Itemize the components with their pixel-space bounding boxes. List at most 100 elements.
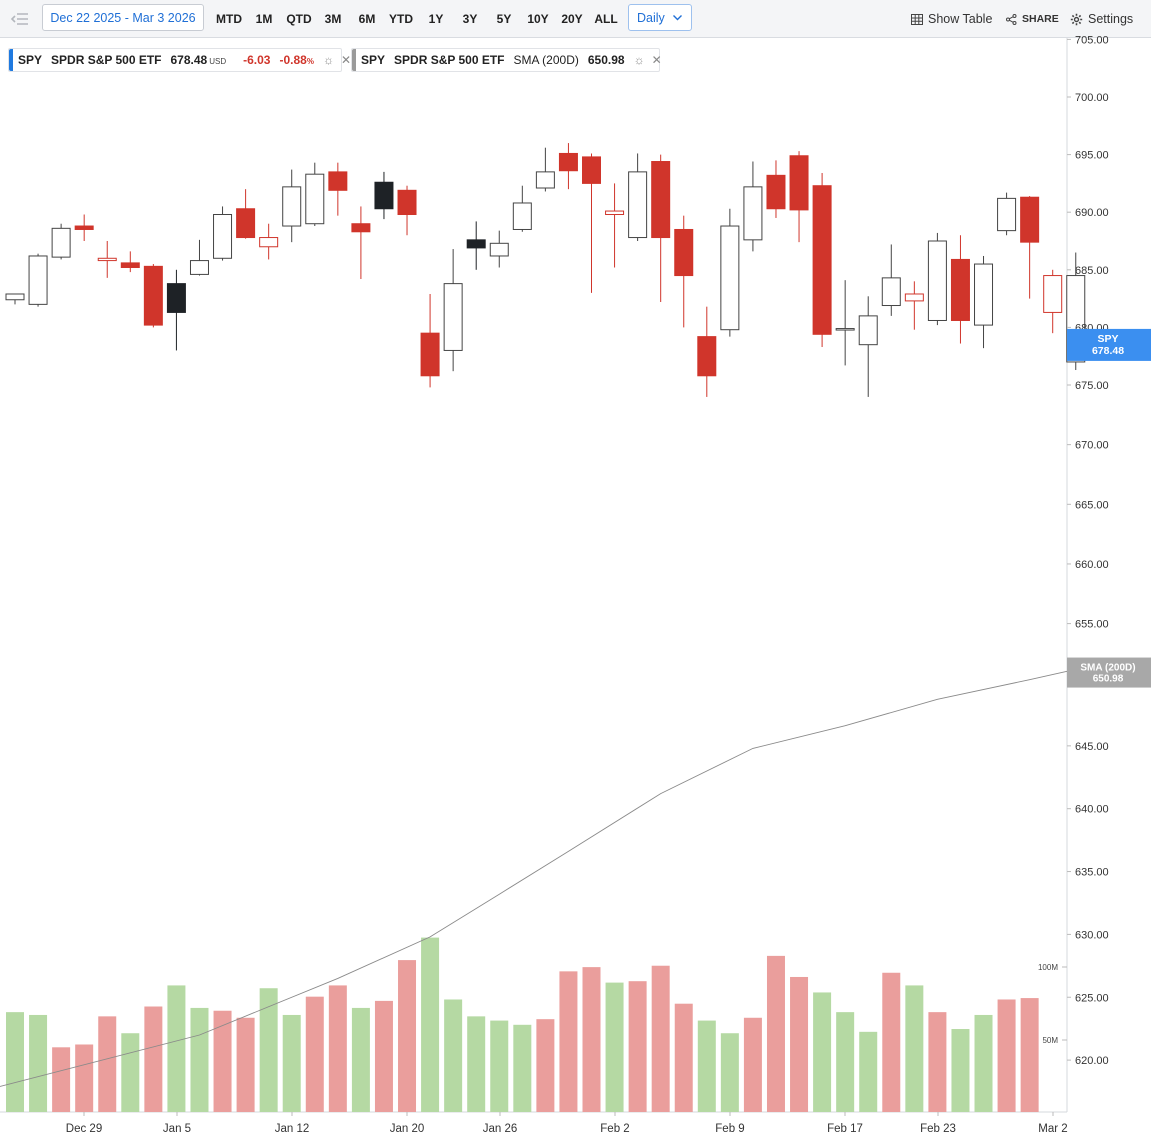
volume-bar [928, 1012, 947, 1112]
legend-study-ticker: SPY [361, 53, 386, 67]
candle [328, 162, 348, 216]
y-tick-label: 665.00 [1075, 499, 1109, 511]
candle-body [120, 262, 140, 268]
candle-body [236, 208, 256, 239]
candle-body [858, 315, 878, 346]
candle [374, 171, 394, 220]
volume-bar [720, 1033, 739, 1112]
candle-body [628, 171, 648, 239]
share-label: SHARE [1022, 13, 1059, 25]
candle [1043, 269, 1063, 334]
volume-bar [282, 1014, 301, 1112]
volume-bar [536, 1019, 555, 1112]
volume-bar [305, 996, 324, 1112]
settings-button[interactable]: Settings [1070, 0, 1133, 38]
volume-bar [52, 1047, 71, 1112]
x-tick-label: Feb 9 [715, 1123, 744, 1135]
candle-body [974, 263, 994, 326]
range-button-20y[interactable]: 20Y [561, 12, 583, 26]
candle [397, 185, 417, 236]
legend-study[interactable]: SPY SPDR S&P 500 ETF SMA (200D) 650.98 ☼… [351, 48, 662, 72]
candle [858, 296, 878, 397]
x-tick-label: Feb 2 [600, 1123, 629, 1135]
range-button-mtd[interactable]: MTD [216, 12, 242, 26]
candle [166, 269, 186, 351]
volume-bar [697, 1020, 716, 1112]
collapse-sidebar-icon[interactable] [11, 0, 29, 38]
candle [743, 161, 763, 252]
range-button-all[interactable]: ALL [594, 12, 618, 26]
range-button-6m[interactable]: 6M [358, 12, 376, 26]
interval-value: Daily [637, 10, 665, 25]
range-button-1y[interactable]: 1Y [428, 12, 444, 26]
candle [558, 143, 578, 190]
close-icon[interactable]: ✕ [651, 53, 662, 67]
close-icon[interactable]: ✕ [340, 53, 351, 67]
visibility-icon[interactable]: ☼ [322, 53, 334, 67]
sma-tag [1067, 657, 1151, 688]
date-range-picker[interactable]: Dec 22 2025 - Mar 3 2026 [42, 4, 204, 31]
volume-tick-label: 50M [1042, 1036, 1058, 1045]
candle-body [582, 156, 601, 184]
volume-bar [29, 1014, 48, 1112]
legend-study-color-bar [352, 49, 356, 71]
candle [512, 185, 532, 232]
candle [974, 255, 994, 349]
range-button-ytd[interactable]: YTD [389, 12, 413, 26]
candle-body [835, 328, 855, 331]
legend-ticker: SPY [18, 53, 43, 67]
volume-bar [1020, 998, 1039, 1112]
legend-currency: USD [209, 57, 227, 66]
candle [674, 215, 694, 328]
candle-body [904, 293, 924, 302]
candle-body [720, 225, 740, 331]
candle-body [97, 257, 117, 262]
candle-body [766, 174, 786, 210]
range-button-3y[interactable]: 3Y [462, 12, 478, 26]
candle [466, 221, 486, 270]
volume-bar [398, 960, 417, 1112]
candle-body [282, 186, 302, 227]
volume-bar [582, 967, 601, 1112]
range-button-1m[interactable]: 1M [255, 12, 273, 26]
candle [351, 206, 371, 280]
candle-body [420, 332, 440, 377]
share-button[interactable]: SHARE [1006, 0, 1059, 38]
settings-label: Settings [1088, 12, 1134, 26]
candle [443, 249, 463, 372]
candle-body [143, 265, 163, 326]
y-tick-label: 635.00 [1075, 867, 1109, 879]
candle [812, 173, 832, 347]
range-button-10y[interactable]: 10Y [527, 12, 549, 26]
candle-body [743, 186, 763, 241]
range-button-qtd[interactable]: QTD [286, 12, 312, 26]
legend-change-pct-sign: % [306, 57, 314, 66]
y-tick-label: 695.00 [1075, 150, 1109, 162]
show-table-button[interactable]: Show Table [911, 0, 992, 38]
sma-tag-label: SMA (200D) [1080, 663, 1135, 674]
candle-body [166, 283, 186, 313]
volume-bar [328, 985, 347, 1112]
visibility-icon[interactable]: ☼ [633, 53, 645, 67]
chevron-down-icon [673, 15, 682, 21]
candle-body [558, 152, 578, 172]
x-tick-label: Jan 26 [483, 1123, 518, 1135]
volume-bar [859, 1031, 878, 1112]
legend-primary[interactable]: SPY SPDR S&P 500 ETF 678.48 USD -6.03 -0.… [8, 48, 351, 72]
volume-bar [444, 999, 463, 1112]
volume-bar [605, 982, 624, 1112]
candle [213, 206, 233, 261]
candle-body [512, 202, 532, 230]
interval-dropdown[interactable]: Daily [628, 4, 692, 31]
candle-body [305, 173, 325, 225]
sma-line [0, 670, 1068, 1087]
volume-bar [351, 1007, 370, 1112]
volume-bar [766, 955, 785, 1112]
range-button-3m[interactable]: 3M [324, 12, 342, 26]
candle-body [535, 171, 555, 189]
y-tick-label: 705.00 [1075, 34, 1109, 46]
y-tick-label: 675.00 [1075, 380, 1109, 392]
candle [997, 192, 1017, 236]
range-button-5y[interactable]: 5Y [496, 12, 512, 26]
